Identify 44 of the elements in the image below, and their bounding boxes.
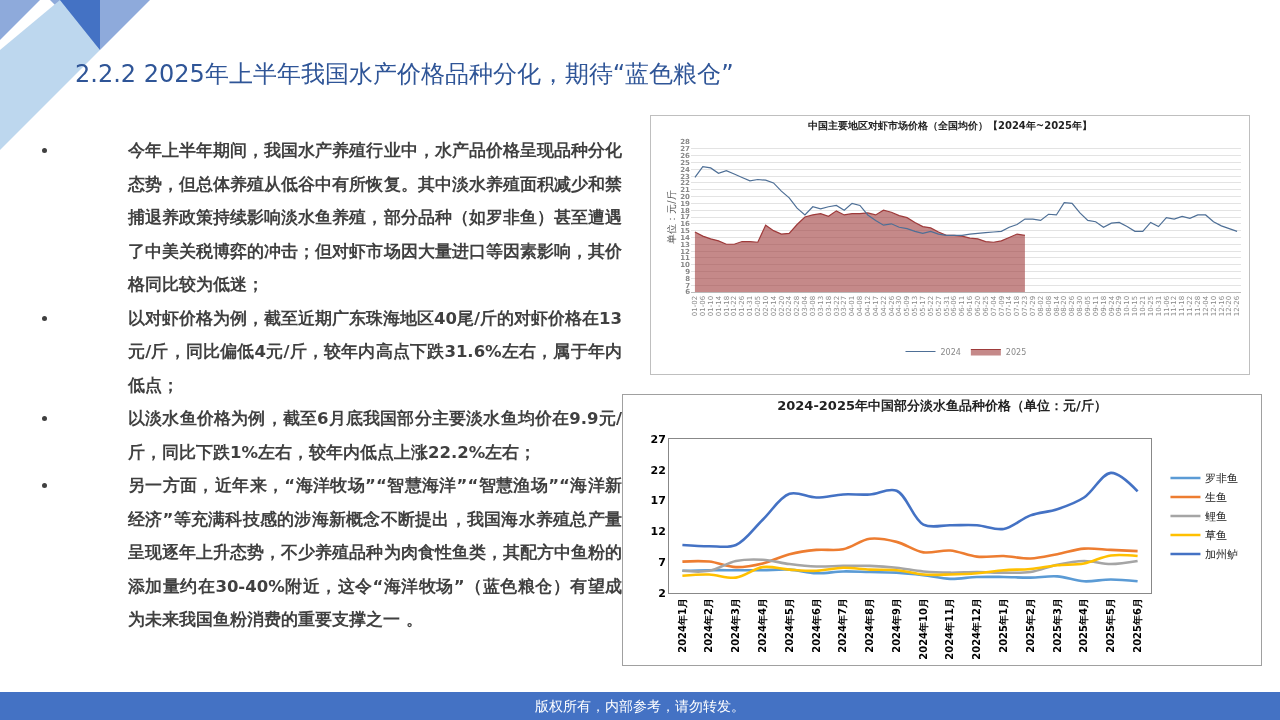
y-tick-label: 12 — [650, 525, 666, 539]
text: 另一方面，近年来，“海洋牧场”“智慧海洋”“智慧渔场”“海洋新经济”等充满科技感的涉海新概念不断提出，我国海水养殖总产量呈现逐年上升态势，不少养殖品种为肉食性鱼类，其配方中鱼粉的添加量约在30-40%附近，这令“海洋牧场”（蓝色粮仓）有望成为未来我国鱼粉消费的重要支撑之一 。 — [128, 476, 622, 629]
line-series — [694, 165, 1238, 237]
text: 今年上半年期间，我国水产养殖行业中，水产品价格呈现品种分化态势，但总体养殖从低谷中有所恢复。其中淡水养殖面积减少和禁捕退养政策持续影响淡水鱼养殖，部分品种（如罗非鱼）甚至遭遇了中美关税博弈的冲击；但对虾市场因大量进口等因素影响，其价格同比较为低迷； — [128, 141, 622, 294]
y-tick-label: 27 — [650, 432, 666, 446]
legend-label: 2025 — [1005, 347, 1027, 357]
text: 2.2.2 2025年上半年我国水产价格品种分化，期待“蓝色粮仓” — [75, 59, 734, 90]
x-tick-label: 2024年8月 — [864, 598, 876, 653]
text: 以淡水鱼价格为例，截至6月底我国部分主要淡水鱼均价在9.9元/斤，同比下跌1%左右，较年内低点上涨22.2%左右； — [128, 409, 622, 462]
y-axis-title: 单位：元/斤 — [666, 190, 678, 244]
legend-label: 罗非鱼 — [1205, 472, 1239, 486]
x-tick-label: 2025年6月 — [1131, 598, 1143, 653]
y-tick-label: 7 — [658, 556, 666, 570]
legend-label: 2024 — [940, 347, 961, 357]
y-tick-label: 22 — [650, 463, 666, 477]
x-tick-label: 2024年7月 — [837, 598, 849, 653]
x-tick-label: 2024年1月 — [676, 598, 688, 653]
y-tick-label: 17 — [650, 494, 666, 508]
x-tick-label: 2025年1月 — [997, 598, 1009, 653]
y-tick-label: 2 — [658, 586, 666, 600]
x-tick-label: 2024年12月 — [971, 598, 983, 660]
chart-title: 2024-2025年中国部分淡水鱼品种价格（单位：元/斤） — [777, 398, 1107, 414]
x-tick-label: 2024年2月 — [703, 598, 715, 653]
x-tick-label: 2024年9月 — [890, 598, 902, 653]
line-series — [681, 471, 1139, 549]
x-tick-label: 2025年2月 — [1024, 598, 1036, 653]
legend-label: 鲤鱼 — [1205, 510, 1228, 524]
text: 版权所有，内部参考，请勿转发。 — [0, 692, 1280, 720]
x-tick-label: 2025年3月 — [1051, 598, 1063, 653]
x-tick-label: 2024年6月 — [810, 598, 822, 653]
line-series — [681, 553, 1139, 580]
text: 以对虾价格为例，截至近期广东珠海地区40尾/斤的对虾价格在13元/斤，同比偏低4元/斤，较年内高点下跌31.6%左右，属于年内低点； — [128, 308, 622, 395]
x-tick-label: 2025年4月 — [1078, 598, 1090, 653]
x-tick-label: 2024年5月 — [783, 598, 795, 653]
x-tick-label: 2025年5月 — [1105, 598, 1117, 653]
legend-label: 生鱼 — [1205, 491, 1228, 505]
x-tick-label: 2024年3月 — [730, 598, 742, 653]
x-tick-label: 2024年10月 — [917, 598, 929, 660]
x-tick-label: 2024年11月 — [944, 598, 956, 660]
x-tick-label: 2024年4月 — [756, 598, 768, 653]
legend-label: 草鱼 — [1205, 529, 1228, 543]
line-series — [681, 537, 1139, 569]
chart-title: 中国主要地区对虾市场价格（全国均价）【2024年~2025年】 — [807, 120, 1093, 131]
legend-label: 加州鲈 — [1205, 548, 1239, 562]
